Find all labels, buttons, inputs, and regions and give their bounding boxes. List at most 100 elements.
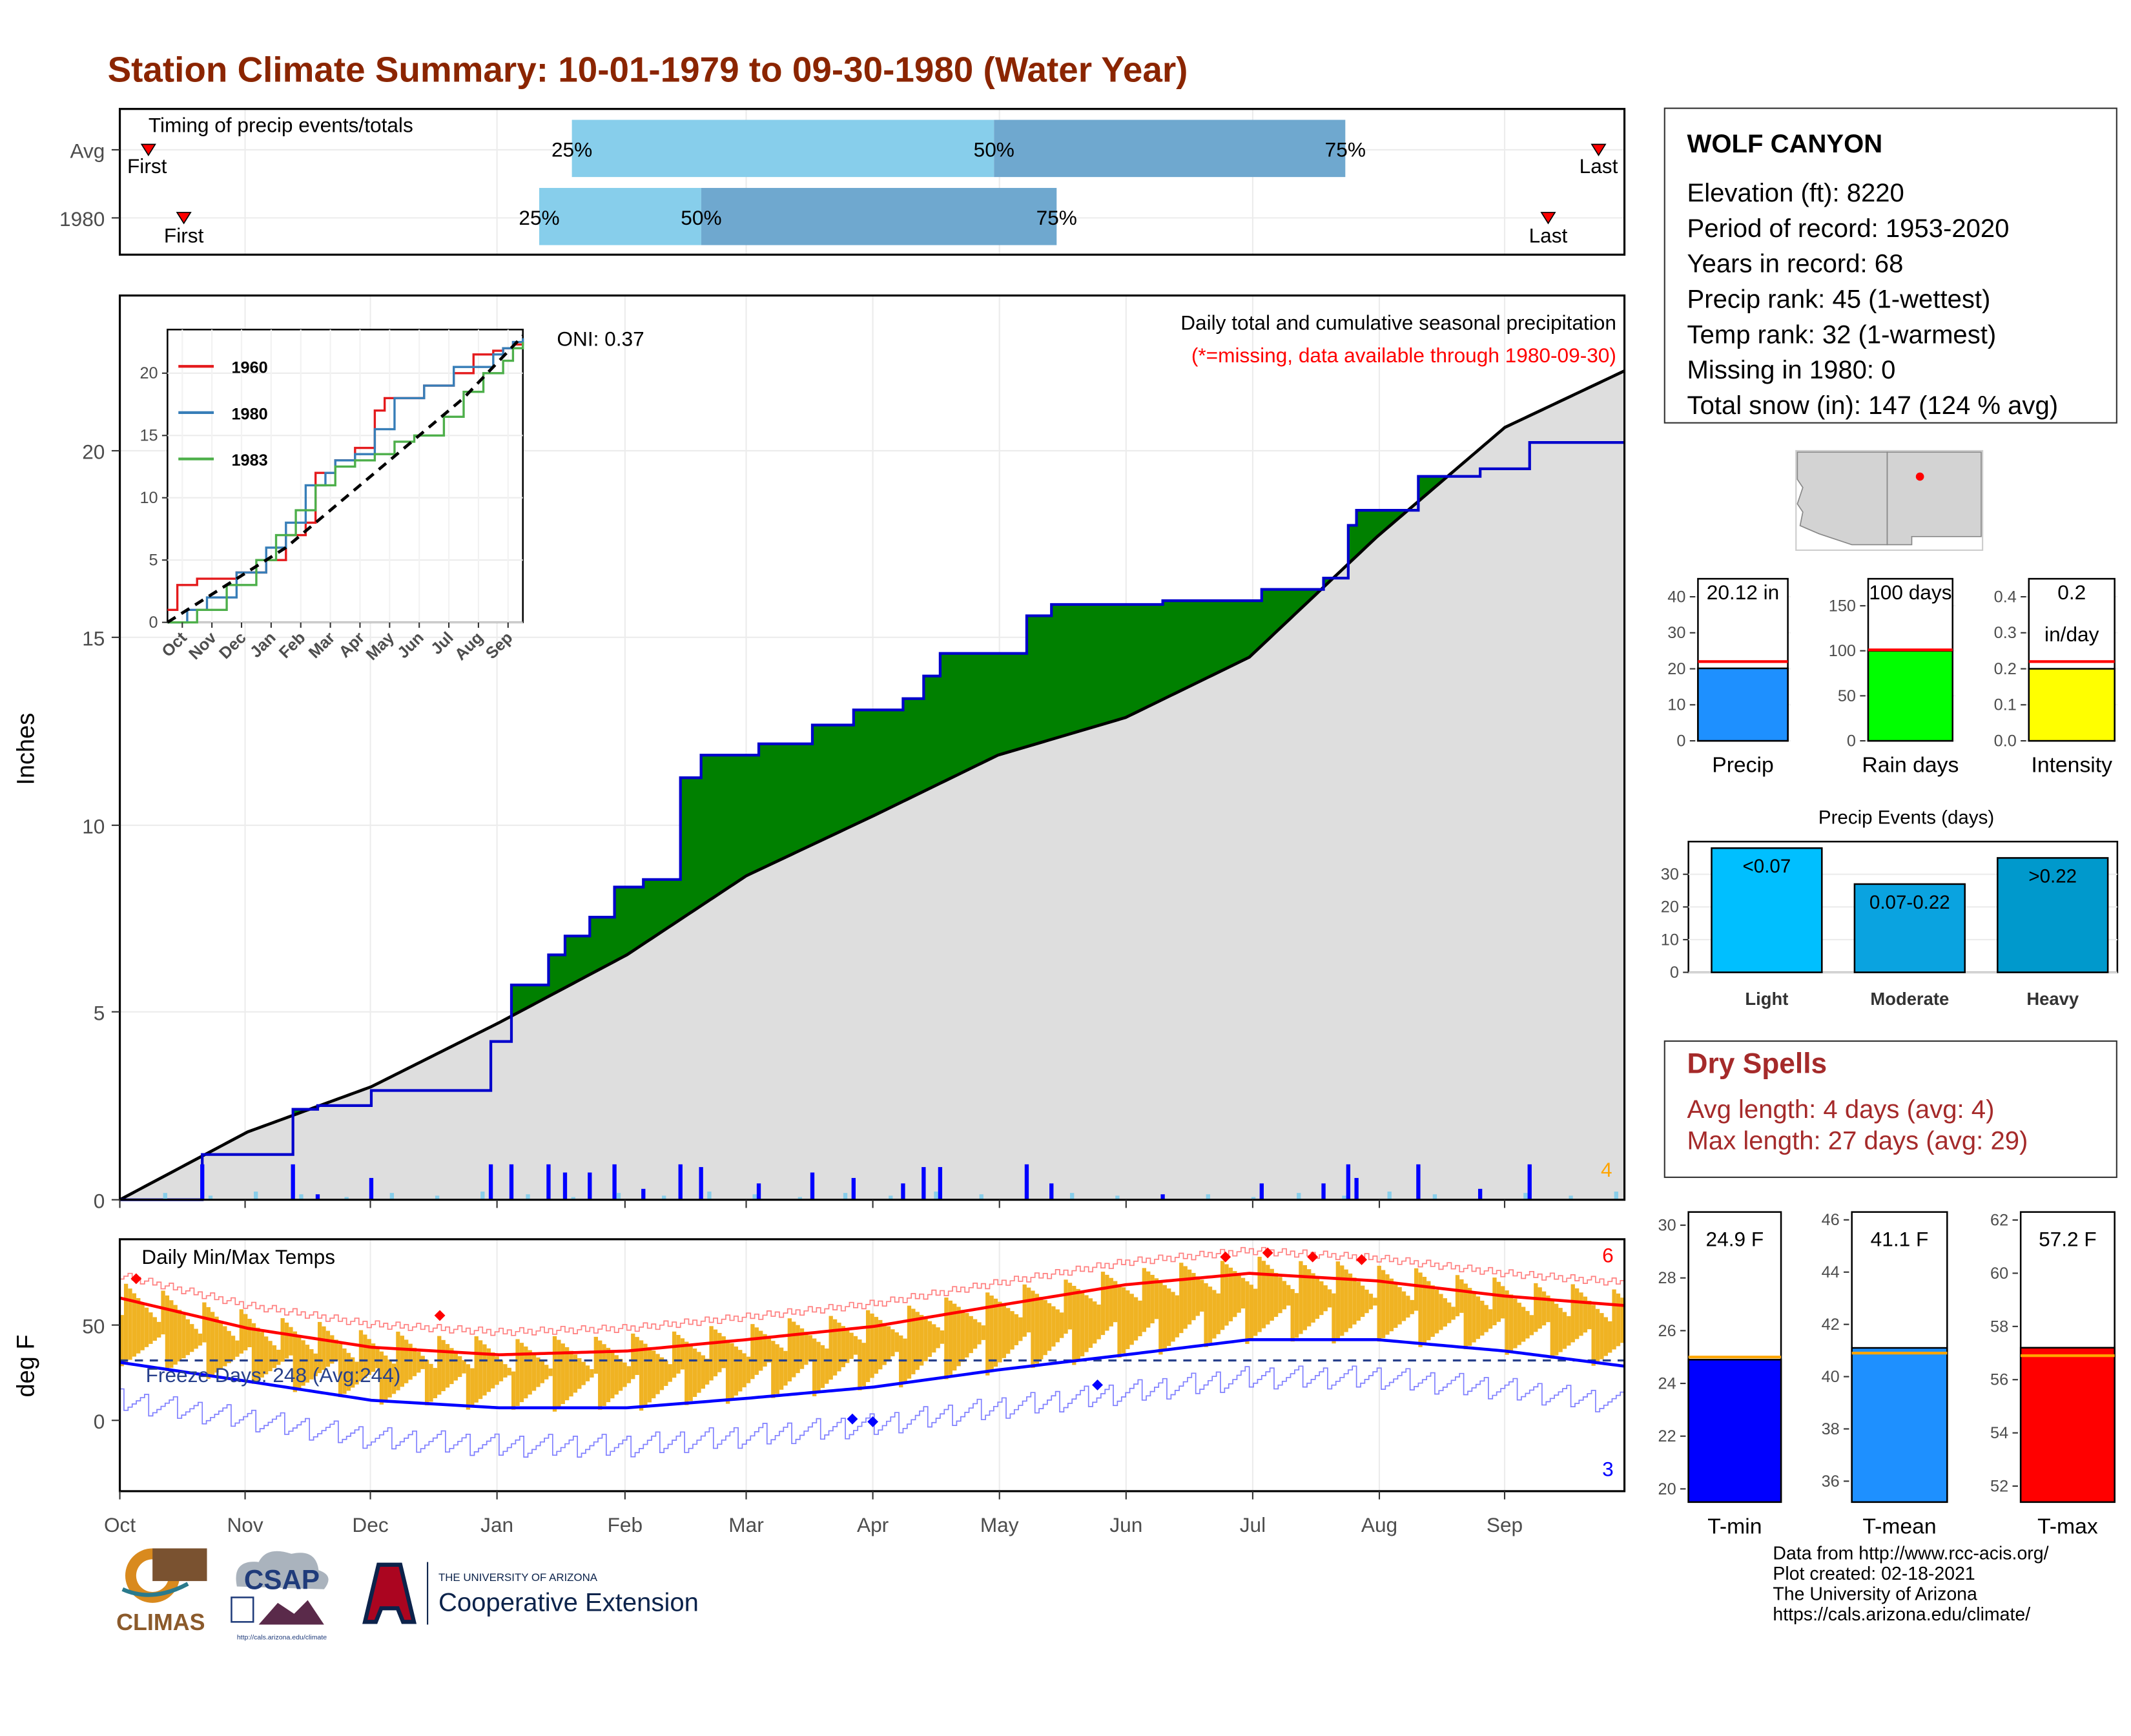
daily-temp-bar — [185, 1319, 190, 1356]
daily-temp-bar — [169, 1300, 174, 1368]
daily-temp-bar — [564, 1347, 570, 1401]
y-tick: 30 — [1661, 865, 1679, 884]
ua-logo: THE UNIVERSITY OF ARIZONA Cooperative Ex… — [362, 1562, 699, 1625]
daily-temp-bar — [1270, 1268, 1274, 1321]
daily-temp-bar — [870, 1313, 874, 1378]
inset-x-tick: Sep — [482, 628, 517, 663]
daily-temp-bar — [1397, 1287, 1402, 1325]
station-snow: Total snow (in): 147 (124 % avg) — [1687, 392, 2059, 421]
daily-temp-bar — [1426, 1281, 1431, 1341]
daily-temp-bar — [1212, 1290, 1217, 1339]
timing-frame — [118, 108, 1626, 256]
daily-temp-bar — [536, 1357, 540, 1387]
daily-temp-bar — [787, 1318, 792, 1381]
daily-temp-bar — [1348, 1273, 1353, 1328]
inset-y-ticks: 0 5 10 15 20 — [139, 364, 168, 632]
daily-precip-bar — [1477, 1188, 1483, 1200]
daily-temp-bar — [1541, 1291, 1547, 1326]
daily-temp-bar — [342, 1348, 347, 1394]
daily-trace-bar — [526, 1194, 530, 1200]
oni-label: ONI: 0.37 — [557, 327, 644, 351]
daily-temp-bar — [1583, 1296, 1588, 1333]
daily-temp-bar — [944, 1297, 949, 1380]
daily-temp-bar — [886, 1326, 891, 1361]
avg-cumulative-fill — [119, 371, 1625, 1200]
precip-events-chart: Precip Events (days) 0 10 20 30 <0.07 Light 0.… — [1661, 807, 2119, 1009]
daily-precip-bar — [901, 1183, 905, 1200]
daily-temp-bar — [940, 1330, 945, 1344]
daily-temp-bar — [865, 1310, 870, 1382]
daily-temp-bar — [334, 1339, 338, 1361]
record-high-marker — [1262, 1247, 1273, 1259]
daily-temp-bar — [1529, 1315, 1534, 1336]
daily-trace-bar — [616, 1193, 621, 1200]
daily-temp-bar — [1608, 1321, 1612, 1353]
daily-trace-bar — [435, 1195, 440, 1200]
daily-temp-bar — [1179, 1263, 1184, 1334]
daily-temp-bar — [1562, 1312, 1567, 1349]
daily-temp-bar — [783, 1350, 788, 1386]
daily-temp-bar — [495, 1356, 499, 1385]
summary-value-label: 20.12 in — [1707, 581, 1780, 604]
daily-temp-bar — [977, 1322, 982, 1345]
daily-temp-bar — [206, 1307, 211, 1380]
daily-temp-bar — [371, 1343, 376, 1372]
daily-temp-bar — [561, 1343, 565, 1404]
y-tick: 0 — [1847, 732, 1856, 750]
daily-temp-bar — [1327, 1289, 1332, 1308]
y-tick: 62 — [1990, 1211, 2008, 1229]
daily-temp-bar — [218, 1321, 223, 1370]
daily-temp-bar — [305, 1345, 310, 1383]
daily-temp-bar — [1455, 1275, 1460, 1317]
daily-precip-bar — [641, 1188, 646, 1200]
inset-x-tick: Aug — [451, 628, 487, 664]
obs-p75-label: 75% — [1036, 206, 1077, 229]
daily-temp-bar — [1224, 1264, 1229, 1326]
temp-y-label: deg F — [13, 1334, 40, 1397]
daily-temp-bar — [503, 1364, 508, 1378]
daily-temp-bar — [210, 1312, 215, 1376]
station-temp-rank: Temp rank: 32 (1-warmest) — [1687, 321, 1997, 350]
event-bar-label: <0.07 — [1743, 856, 1791, 877]
daily-temp-bar — [1253, 1288, 1258, 1336]
month-tick: Apr — [857, 1513, 889, 1536]
daily-temp-bar — [804, 1332, 808, 1365]
daily-temp-bar — [144, 1307, 149, 1347]
daily-temp-bar — [685, 1341, 689, 1405]
summary-value-unit: in/day — [2044, 623, 2099, 646]
summary-bar-name: Rain days — [1862, 753, 1959, 778]
daily-temp-bar — [1113, 1281, 1118, 1323]
daily-temp-bar — [544, 1365, 549, 1380]
daily-temp-bar — [1171, 1292, 1175, 1342]
daily-temp-bar — [1558, 1308, 1563, 1352]
daily-temp-bar — [330, 1335, 335, 1364]
daily-temp-bar — [705, 1358, 710, 1385]
daily-temp-bar — [247, 1319, 252, 1348]
daily-temp-bar — [1146, 1271, 1151, 1328]
daily-temp-bar — [412, 1347, 417, 1376]
daily-temp-bar — [313, 1353, 318, 1376]
daily-temp-bar — [1418, 1272, 1423, 1347]
temp-summary-bar-0: 20 22 24 26 28 30 24.9 F T-min — [1658, 1211, 1782, 1538]
first-marker-obs — [176, 212, 192, 225]
daily-temp-bar — [1476, 1296, 1481, 1339]
daily-temp-bar — [1381, 1270, 1386, 1338]
month-tick: Mar — [728, 1513, 763, 1536]
daily-temp-bar — [161, 1290, 165, 1335]
daily-temp-bar — [754, 1327, 759, 1375]
daily-temp-bar — [1377, 1265, 1381, 1342]
y-tick: 30 — [1658, 1217, 1676, 1235]
month-tick: Oct — [104, 1513, 136, 1536]
inset-frame — [167, 329, 524, 623]
daily-temp-bar — [1616, 1293, 1621, 1347]
daily-temp-bar — [1245, 1281, 1250, 1344]
daily-temp-bar — [659, 1357, 664, 1390]
y-tick: 15 — [82, 626, 105, 650]
summary-bar-1: 0 50 100 150 100 days Rain days — [1829, 577, 1959, 778]
dry-spells-avg: Avg length: 4 days (avg: 4) — [1687, 1096, 1995, 1125]
daily-trace-bar — [662, 1195, 666, 1200]
daily-temp-bar — [1014, 1314, 1019, 1345]
daily-temp-bar — [1480, 1301, 1485, 1336]
daily-precip-bar — [921, 1167, 926, 1200]
